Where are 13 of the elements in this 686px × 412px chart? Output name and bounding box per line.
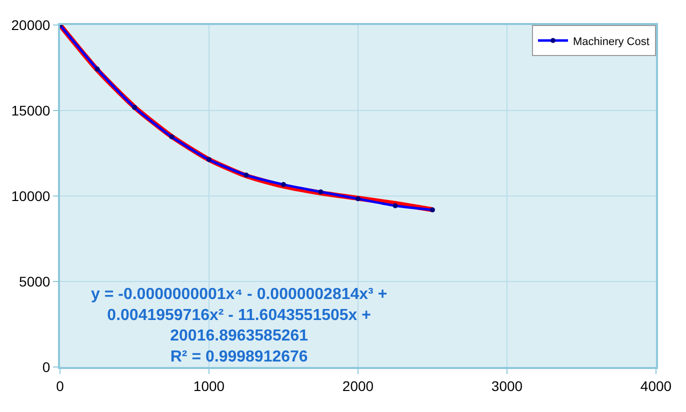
y-tick-label: 5000 xyxy=(19,273,50,290)
x-tick-label: 2000 xyxy=(342,378,374,394)
annotation: y = -0.0000000001x⁴ - 0.0000002814x³ + 0.0041959716x² - 11.6043551505x + 20016.8963585261 R² = 0.9998912676 xyxy=(91,286,388,366)
x-tick-label: 3000 xyxy=(491,378,523,394)
y-tick-label: 15000 xyxy=(11,102,50,118)
y-tick-label: 0 xyxy=(42,358,50,375)
x-tick-label: 1000 xyxy=(193,378,225,394)
legend-label: Machinery Cost xyxy=(573,36,650,48)
x-tick-label: 0 xyxy=(56,378,64,394)
x-tick-label: 4000 xyxy=(640,378,672,394)
y-tick-label: 20000 xyxy=(11,16,50,33)
y-tick-label: 10000 xyxy=(11,188,50,204)
line-series xyxy=(60,25,435,212)
